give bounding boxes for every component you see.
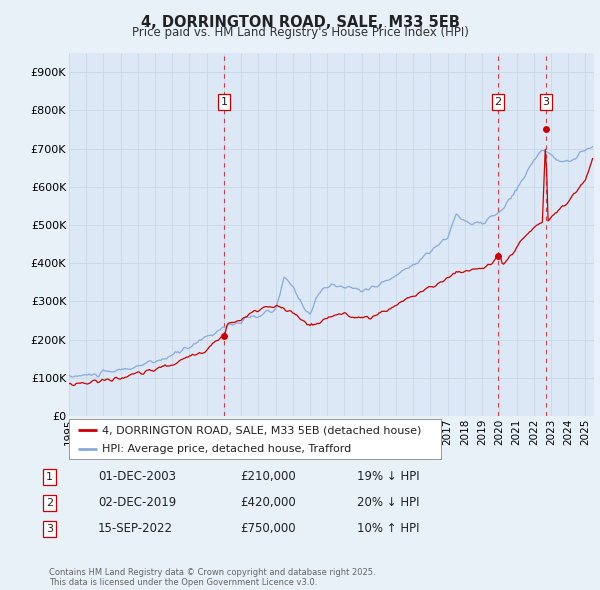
Text: HPI: Average price, detached house, Trafford: HPI: Average price, detached house, Traf… [103,444,352,454]
Text: £750,000: £750,000 [240,522,296,535]
Text: 2: 2 [494,97,502,107]
Text: £210,000: £210,000 [240,470,296,483]
Text: 20% ↓ HPI: 20% ↓ HPI [357,496,419,509]
Text: 1: 1 [220,97,227,107]
Text: 3: 3 [46,524,53,533]
Text: 01-DEC-2003: 01-DEC-2003 [98,470,176,483]
Text: Price paid vs. HM Land Registry's House Price Index (HPI): Price paid vs. HM Land Registry's House … [131,26,469,39]
Text: 19% ↓ HPI: 19% ↓ HPI [357,470,419,483]
Text: 15-SEP-2022: 15-SEP-2022 [98,522,173,535]
Text: Contains HM Land Registry data © Crown copyright and database right 2025.
This d: Contains HM Land Registry data © Crown c… [49,568,376,587]
Text: 3: 3 [542,97,550,107]
Text: 1: 1 [46,472,53,481]
Text: 4, DORRINGTON ROAD, SALE, M33 5EB: 4, DORRINGTON ROAD, SALE, M33 5EB [140,15,460,30]
Text: 2: 2 [46,498,53,507]
Text: £420,000: £420,000 [240,496,296,509]
Text: 4, DORRINGTON ROAD, SALE, M33 5EB (detached house): 4, DORRINGTON ROAD, SALE, M33 5EB (detac… [103,425,422,435]
Text: 02-DEC-2019: 02-DEC-2019 [98,496,176,509]
Text: 10% ↑ HPI: 10% ↑ HPI [357,522,419,535]
